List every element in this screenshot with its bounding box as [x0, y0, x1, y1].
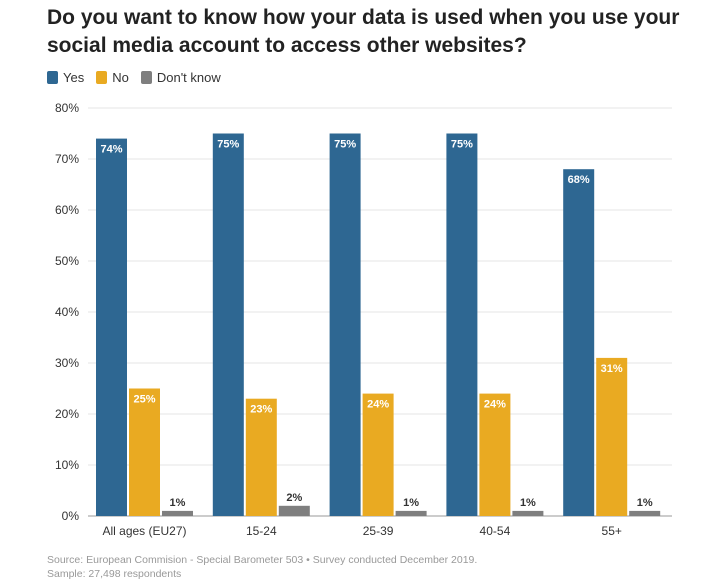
legend-swatch-dont-know	[140, 71, 152, 84]
bar-don-t-know-15-24	[278, 505, 310, 516]
data-label: 1%	[170, 497, 186, 509]
bar-yes-all-ages-eu27	[96, 138, 127, 516]
x-tick-label: 25-39	[363, 524, 394, 538]
bar-yes-55	[563, 169, 595, 516]
bar-don-t-know-all-ages-eu27	[162, 510, 193, 516]
legend-item-yes[interactable]: Yes	[47, 70, 84, 85]
legend-swatch-yes	[47, 71, 58, 84]
y-tick-label: 20%	[55, 407, 79, 421]
data-label: 1%	[520, 497, 536, 509]
legend-label-yes: Yes	[63, 70, 85, 85]
data-label: 75%	[451, 139, 473, 151]
bar-no-55	[596, 357, 628, 516]
legend: Yes No Don't know	[47, 70, 221, 85]
data-label: 1%	[403, 497, 419, 509]
x-tick-label: All ages (EU27)	[102, 524, 186, 538]
legend-item-no[interactable]: No	[96, 70, 129, 85]
bar-no-15-24	[245, 398, 277, 516]
sample-note: Sample: 27,498 respondents	[47, 568, 182, 580]
bar-don-t-know-25-39	[395, 510, 427, 516]
y-tick-label: 60%	[55, 203, 79, 217]
legend-label-dont-know: Don't know	[156, 70, 221, 85]
y-tick-label: 50%	[55, 254, 79, 268]
data-label: 25%	[133, 394, 155, 406]
bar-yes-25-39	[329, 133, 361, 516]
bar-no-25-39	[362, 393, 394, 516]
data-label: 2%	[286, 492, 302, 504]
data-label: 75%	[334, 139, 356, 151]
data-label: 75%	[217, 139, 239, 151]
y-tick-label: 30%	[55, 356, 79, 370]
x-tick-label: 55+	[602, 524, 622, 538]
source-note: Source: European Commision - Special Bar…	[47, 554, 478, 566]
data-label: 1%	[637, 497, 653, 509]
chart-title: Do you want to know how your data is use…	[47, 6, 680, 57]
y-tick-label: 0%	[62, 509, 80, 523]
data-label: 23%	[250, 404, 272, 416]
bar-chart: 0% 10% 20% 30% 40% 50% 60% 70% 80% 74% 25% 1% All ag…	[55, 101, 672, 538]
x-tick-label: 15-24	[246, 524, 277, 538]
bar-no-all-ages-eu27	[129, 388, 160, 516]
data-label: 74%	[100, 144, 122, 156]
y-tick-label: 10%	[55, 458, 79, 472]
legend-swatch-no	[96, 71, 108, 84]
data-label: 24%	[367, 399, 389, 411]
data-label: 24%	[484, 399, 506, 411]
bar-don-t-know-40-54	[512, 510, 544, 516]
chart-footer: Source: European Commision - Special Bar…	[47, 553, 477, 581]
bar-yes-15-24	[212, 133, 244, 516]
bar-no-40-54	[479, 393, 511, 516]
data-label: 31%	[601, 363, 623, 375]
legend-item-dont-know[interactable]: Don't know	[140, 70, 221, 85]
bar-yes-40-54	[446, 133, 478, 516]
y-tick-label: 40%	[55, 305, 79, 319]
y-tick-label: 70%	[55, 152, 79, 166]
legend-label-no: No	[112, 70, 129, 85]
bar-don-t-know-55	[629, 510, 661, 516]
x-tick-label: 40-54	[480, 524, 511, 538]
data-label: 68%	[568, 174, 590, 186]
y-tick-label: 80%	[55, 101, 79, 115]
